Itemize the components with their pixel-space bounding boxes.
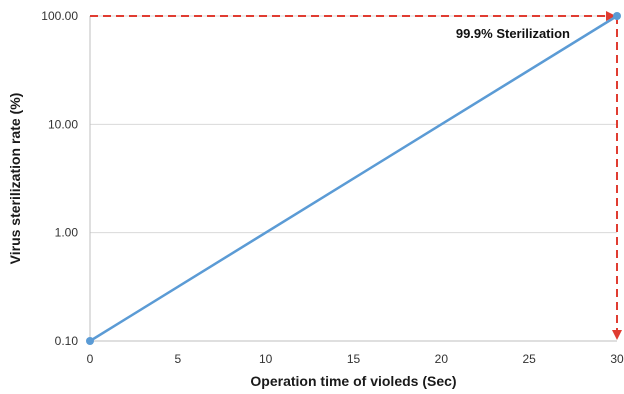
y-tick-label: 1.00 xyxy=(55,226,79,240)
x-tick-label: 10 xyxy=(259,352,273,366)
x-tick-label: 0 xyxy=(87,352,94,366)
x-tick-labels: 0 5 10 15 20 25 30 xyxy=(87,352,624,366)
y-tick-label: 100.00 xyxy=(41,9,78,23)
y-tick-label: 10.00 xyxy=(48,117,78,131)
y-tick-labels: 0.10 1.00 10.00 100.00 xyxy=(41,9,78,348)
x-tick-label: 5 xyxy=(174,352,181,366)
annotation-arrows xyxy=(90,11,622,340)
axes xyxy=(89,16,617,342)
data-point xyxy=(86,337,94,345)
annotation-label: 99.9% Sterilization xyxy=(456,26,570,41)
series-layer xyxy=(86,12,621,345)
y-axis-title: Virus sterilization rate (%) xyxy=(7,93,23,265)
x-tick-label: 15 xyxy=(347,352,361,366)
x-axis-title: Operation time of violeds (Sec) xyxy=(250,373,456,389)
horizontal-arrowhead xyxy=(606,11,616,21)
vertical-arrowhead xyxy=(612,330,622,340)
x-tick-label: 30 xyxy=(610,352,624,366)
data-point xyxy=(613,12,621,20)
series-line xyxy=(89,14,618,343)
x-tick-label: 20 xyxy=(435,352,449,366)
y-tick-label: 0.10 xyxy=(55,334,79,348)
x-tick-label: 25 xyxy=(522,352,536,366)
